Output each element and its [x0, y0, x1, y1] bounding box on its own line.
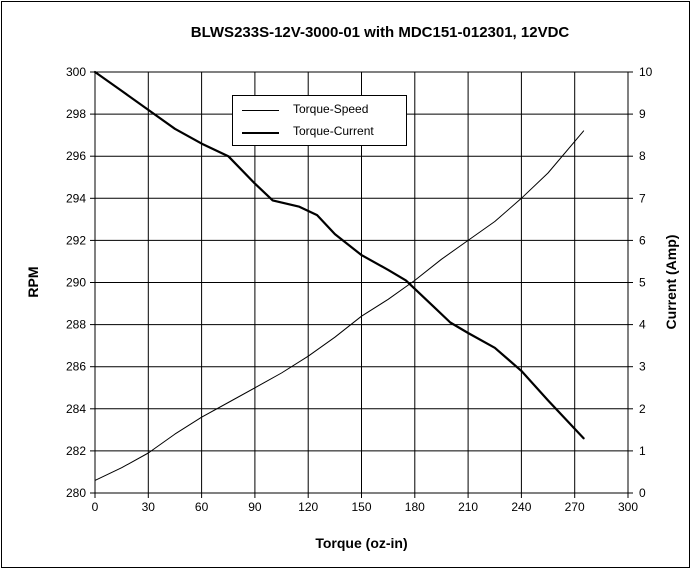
y2-axis-label: Current (Amp)	[663, 234, 679, 330]
legend-swatch-torque-current	[242, 132, 279, 134]
x-tick-label: 240	[511, 500, 531, 514]
y-tick-label: 284	[66, 402, 86, 416]
x-axis-label: Torque (oz-in)	[315, 535, 408, 551]
y2-tick-label: 10	[639, 65, 653, 79]
series-line-torque-current	[94, 130, 585, 481]
y-tick-label: 288	[66, 318, 86, 332]
y-tick-label: 292	[66, 233, 86, 247]
x-tick-label: 120	[298, 500, 318, 514]
chart-title: BLWS233S-12V-3000-01 with MDC151-012301,…	[190, 24, 570, 41]
y2-tick-label: 6	[639, 233, 646, 247]
x-tick-label: 210	[458, 500, 478, 514]
legend-item-torque-speed: Torque-Speed	[233, 102, 406, 120]
y2-tick-label: 1	[639, 444, 646, 458]
y-tick-label: 298	[66, 107, 86, 121]
y-tick-label: 282	[66, 444, 86, 458]
y2-tick-label: 3	[639, 360, 646, 374]
legend: Torque-Speed Torque-Current	[232, 95, 407, 146]
x-tick-label: 90	[248, 500, 262, 514]
y2-tick-label: 7	[639, 191, 646, 205]
x-tick-label: 180	[405, 500, 425, 514]
y-tick-label: 300	[66, 65, 86, 79]
x-tick-label: 0	[92, 500, 99, 514]
y2-tick-label: 4	[639, 318, 646, 332]
legend-label-torque-current: Torque-Current	[293, 124, 374, 138]
y2-tick-label: 0	[639, 486, 646, 500]
y-tick-label: 290	[66, 276, 86, 290]
legend-label-torque-speed: Torque-Speed	[293, 102, 369, 116]
x-tick-label: 60	[195, 500, 209, 514]
y2-tick-label: 8	[639, 149, 646, 163]
y2-tick-label: 2	[639, 402, 646, 416]
y-tick-label: 286	[66, 360, 86, 374]
y2-tick-label: 5	[639, 276, 646, 290]
x-tick-label: 300	[618, 500, 638, 514]
y-tick-label: 294	[66, 191, 86, 205]
x-tick-label: 270	[565, 500, 585, 514]
x-tick-label: 30	[142, 500, 156, 514]
x-tick-label: 150	[351, 500, 371, 514]
legend-swatch-torque-speed	[242, 110, 279, 111]
legend-item-torque-current: Torque-Current	[233, 124, 406, 142]
series-line-torque-speed	[93, 70, 585, 440]
y2-tick-label: 9	[639, 107, 646, 121]
y-axis-label: RPM	[25, 266, 41, 298]
y-tick-label: 296	[66, 149, 86, 163]
y-tick-label: 280	[66, 486, 86, 500]
